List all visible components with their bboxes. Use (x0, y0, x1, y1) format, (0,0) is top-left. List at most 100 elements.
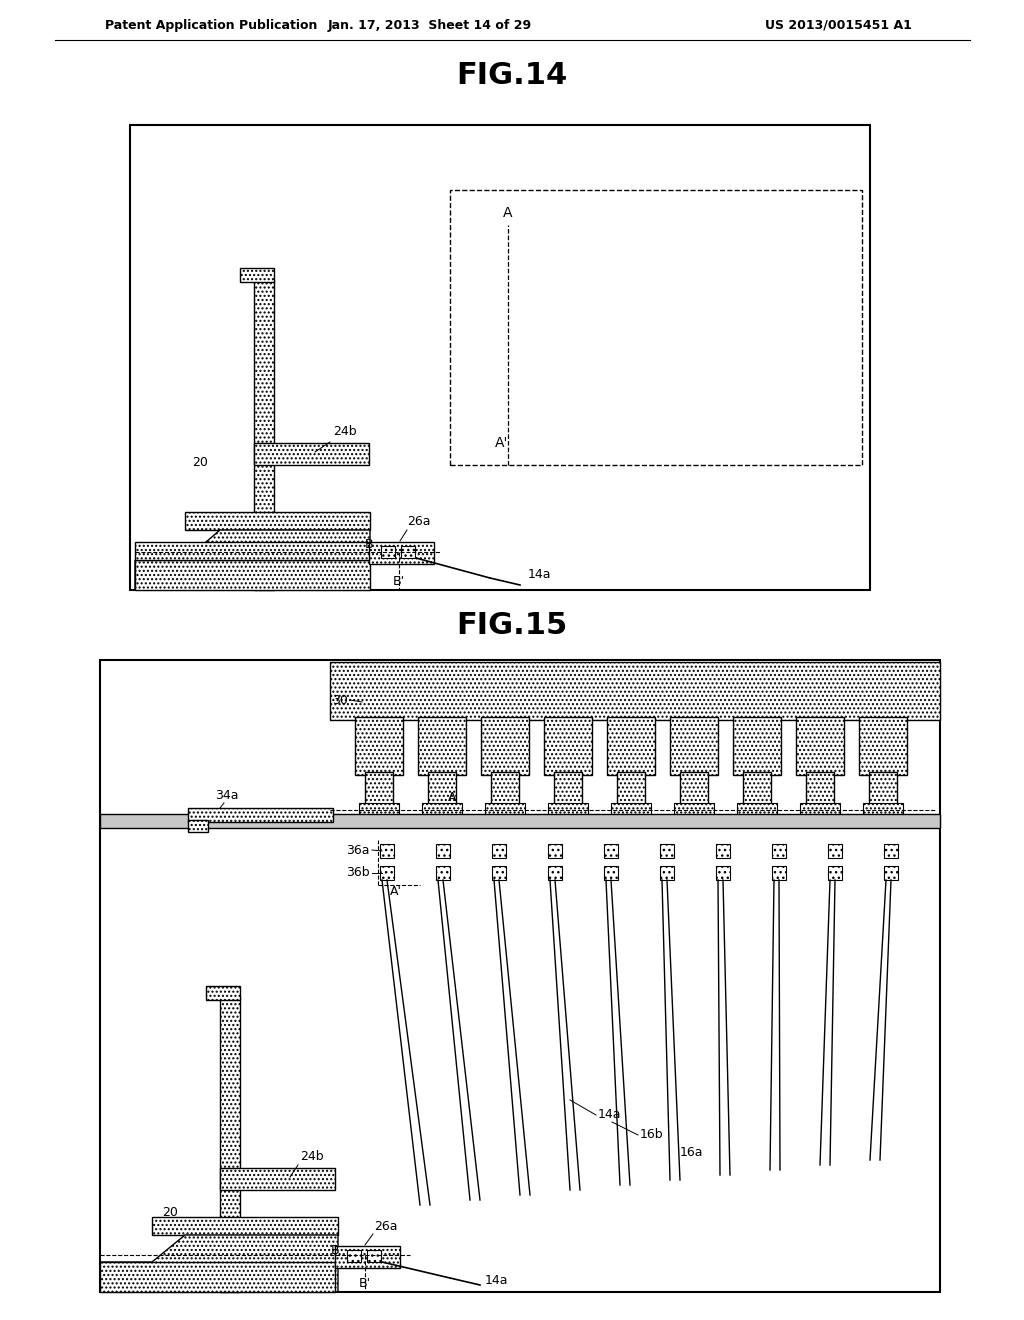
Bar (492, 843, 506, 858)
Bar (100, 660, 940, 1292)
Bar (380, 843, 394, 858)
Bar (869, 772, 897, 805)
Bar (481, 717, 529, 775)
Bar (220, 997, 240, 1292)
Bar (188, 820, 208, 832)
Text: A: A (503, 206, 513, 220)
Bar (544, 717, 592, 775)
Bar (660, 866, 674, 880)
Text: 30: 30 (332, 693, 348, 706)
Bar (863, 803, 903, 814)
Bar (428, 772, 456, 805)
Bar (380, 866, 394, 880)
Text: 24b: 24b (300, 1150, 324, 1163)
Bar (548, 843, 562, 858)
Bar (884, 843, 898, 858)
Bar (674, 803, 714, 814)
Bar (135, 560, 370, 590)
Text: B': B' (359, 1276, 371, 1290)
Bar (492, 866, 506, 880)
Bar (335, 1246, 400, 1269)
Text: 14a: 14a (598, 1109, 622, 1122)
Bar (796, 717, 844, 775)
Text: 36a: 36a (346, 843, 370, 857)
Bar (604, 843, 618, 858)
Text: Jan. 17, 2013  Sheet 14 of 29: Jan. 17, 2013 Sheet 14 of 29 (328, 18, 532, 32)
Bar (733, 717, 781, 775)
Bar (220, 1168, 335, 1191)
Bar (743, 772, 771, 805)
Text: 24b: 24b (333, 425, 356, 438)
Bar (135, 543, 370, 560)
Bar (485, 803, 525, 814)
Polygon shape (135, 531, 370, 590)
Bar (347, 1250, 361, 1262)
Bar (828, 843, 842, 858)
Bar (367, 1250, 381, 1262)
Bar (355, 717, 403, 775)
Bar (365, 772, 393, 805)
Bar (240, 268, 274, 282)
Bar (254, 280, 274, 590)
Bar (772, 866, 786, 880)
Bar (737, 803, 777, 814)
Text: Patent Application Publication: Patent Application Publication (105, 18, 317, 32)
Polygon shape (100, 1236, 338, 1292)
Bar (450, 190, 862, 465)
Text: US 2013/0015451 A1: US 2013/0015451 A1 (765, 18, 912, 32)
Bar (617, 772, 645, 805)
Text: 16a: 16a (680, 1146, 703, 1159)
Text: FIG.14: FIG.14 (457, 61, 567, 90)
Bar (772, 843, 786, 858)
Bar (100, 814, 940, 828)
Bar (254, 444, 369, 465)
Text: 20: 20 (162, 1205, 178, 1218)
Text: A': A' (495, 436, 508, 450)
Bar (401, 546, 415, 558)
Text: A': A' (390, 884, 402, 898)
Bar (680, 772, 708, 805)
Bar (806, 772, 834, 805)
Bar (206, 986, 240, 1001)
Bar (381, 546, 395, 558)
Text: B': B' (393, 576, 406, 587)
Bar (800, 803, 840, 814)
Bar (859, 717, 907, 775)
Bar (548, 866, 562, 880)
Bar (490, 772, 519, 805)
Text: 36b: 36b (346, 866, 370, 879)
Text: 26a: 26a (407, 515, 430, 528)
Polygon shape (152, 1217, 338, 1236)
Bar (716, 843, 730, 858)
Polygon shape (185, 512, 370, 531)
Text: A: A (449, 791, 457, 804)
Text: 26a: 26a (374, 1220, 397, 1233)
Bar (607, 717, 655, 775)
Bar (188, 808, 333, 822)
Text: 16b: 16b (640, 1129, 664, 1142)
Bar (660, 843, 674, 858)
Bar (418, 717, 466, 775)
Bar (884, 866, 898, 880)
Bar (436, 866, 450, 880)
Text: 20: 20 (193, 455, 208, 469)
Bar (828, 866, 842, 880)
Bar (611, 803, 651, 814)
Bar (359, 803, 399, 814)
Bar (670, 717, 718, 775)
Bar (130, 125, 870, 590)
Bar (436, 843, 450, 858)
Text: 34a: 34a (215, 789, 239, 803)
Text: 14a: 14a (528, 569, 552, 582)
Bar (422, 803, 462, 814)
Text: FIG.15: FIG.15 (457, 610, 567, 639)
Bar (604, 866, 618, 880)
Bar (100, 1262, 335, 1292)
Text: B: B (331, 1243, 339, 1257)
Text: B: B (365, 539, 373, 552)
Bar (330, 663, 940, 719)
Bar (554, 772, 582, 805)
Bar (369, 543, 434, 564)
Bar (716, 866, 730, 880)
Bar (548, 803, 588, 814)
